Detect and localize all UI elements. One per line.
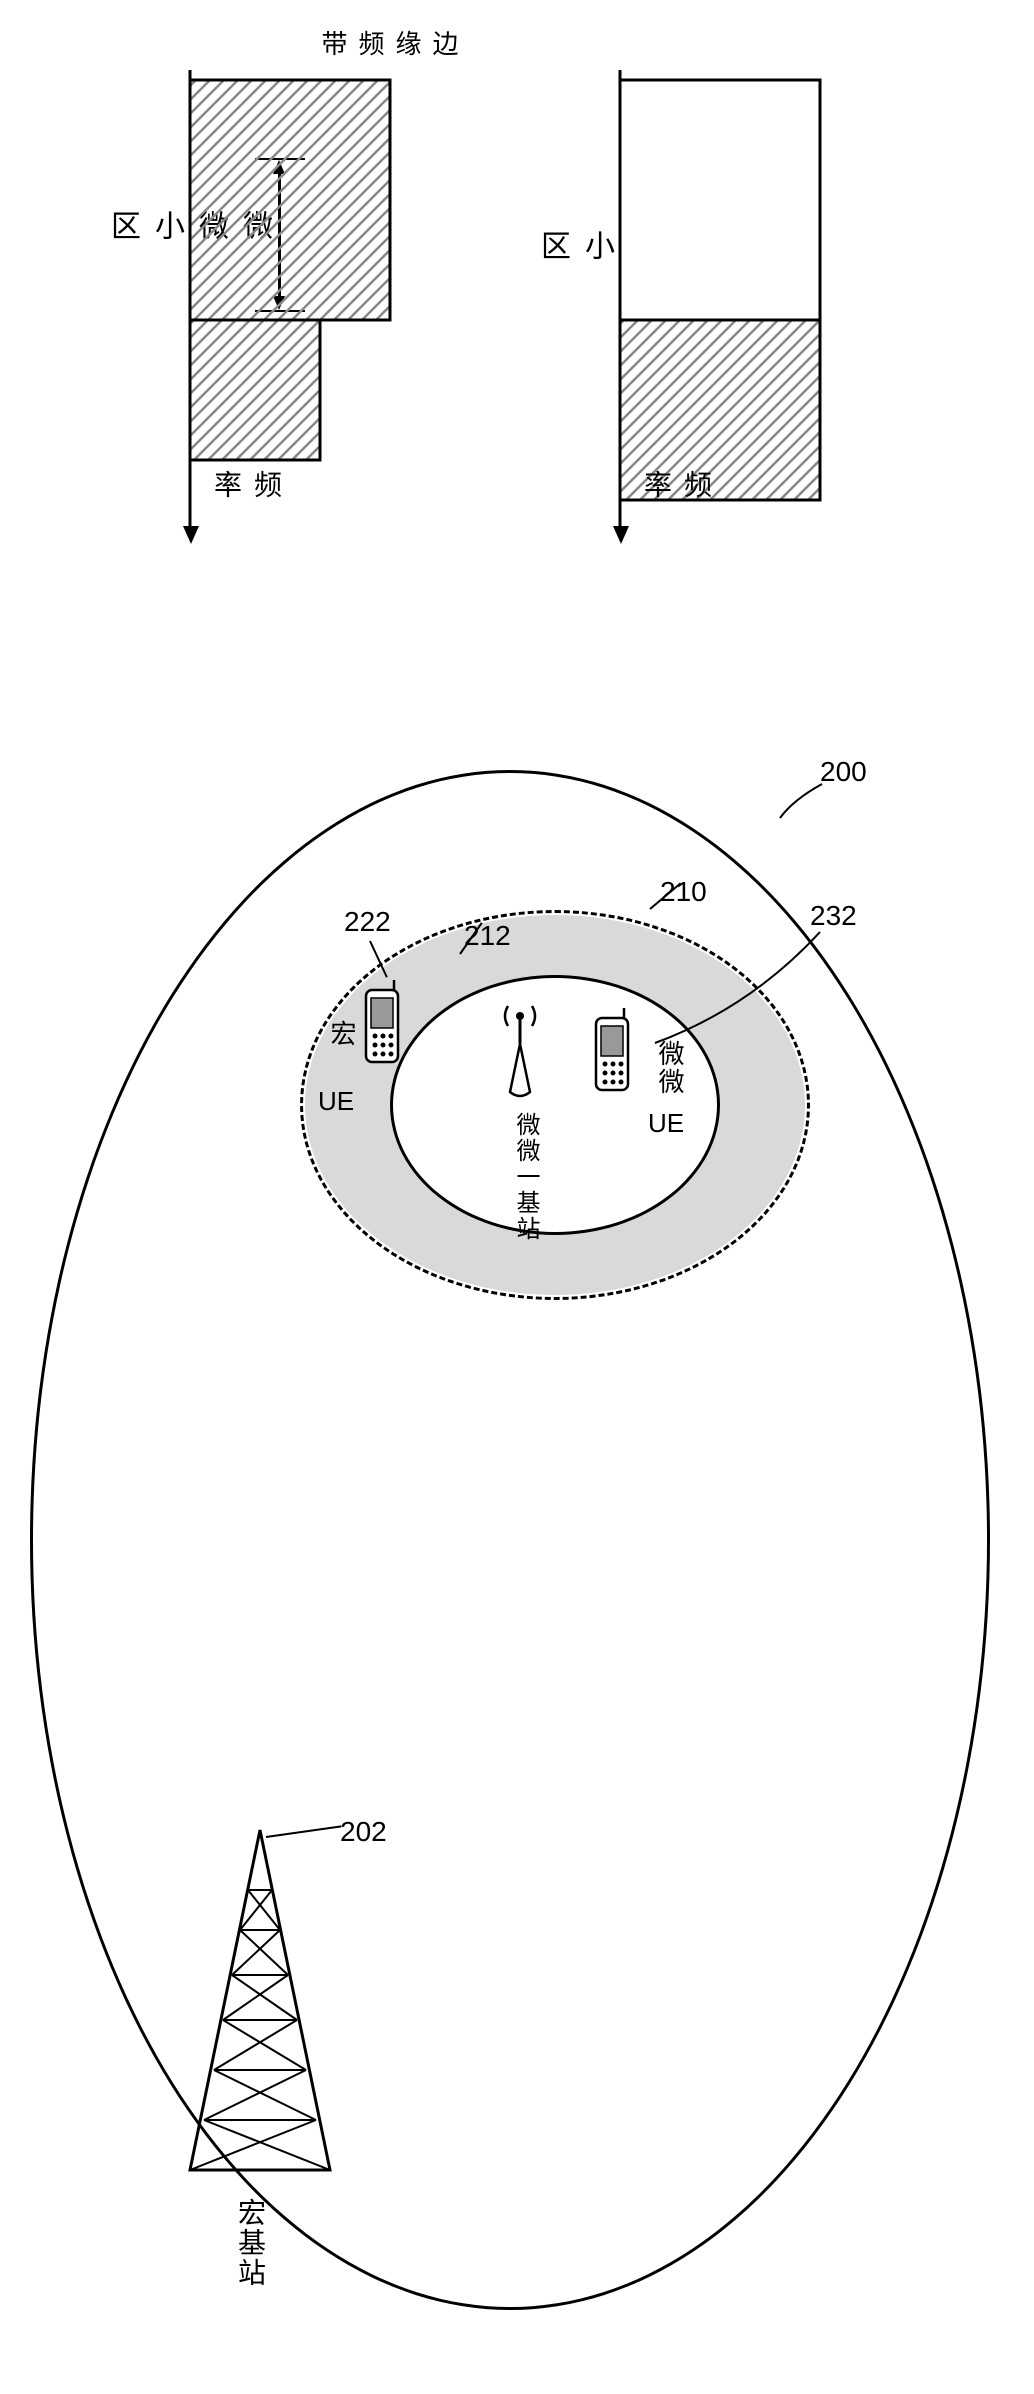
macro-bs-label: 宏基站	[230, 2198, 270, 2288]
macro-ue-en: UE	[318, 1086, 354, 1117]
pico-bs-label: 微微一基站	[508, 1112, 543, 1242]
macro-axis-arrow	[613, 526, 629, 544]
edge-band-label: 边缘频带	[315, 30, 463, 60]
ref-222: 222	[344, 906, 391, 938]
macro-ue-cn: 宏	[324, 1020, 361, 1048]
leader-232	[650, 928, 830, 1048]
figure-root: 微微小区 边缘频带	[0, 50, 1034, 2350]
pico-ue-en: UE	[648, 1108, 684, 1139]
pico-freq-label: 频率	[206, 470, 286, 502]
macro-freq-label: 频率	[636, 470, 716, 502]
pico-ue-cn: 微微	[652, 1040, 689, 1096]
pico-bs-icon	[490, 1000, 550, 1100]
ref-202: 202	[340, 1816, 387, 1848]
leader-200	[778, 780, 828, 820]
pico-axis-arrow	[183, 526, 199, 544]
macro-ue-icon	[360, 978, 406, 1068]
pico-ue-icon	[590, 1006, 636, 1096]
macro-bs-icon	[160, 1820, 360, 2180]
cell-diagram: 200 210 212 232 2	[30, 750, 1010, 2330]
